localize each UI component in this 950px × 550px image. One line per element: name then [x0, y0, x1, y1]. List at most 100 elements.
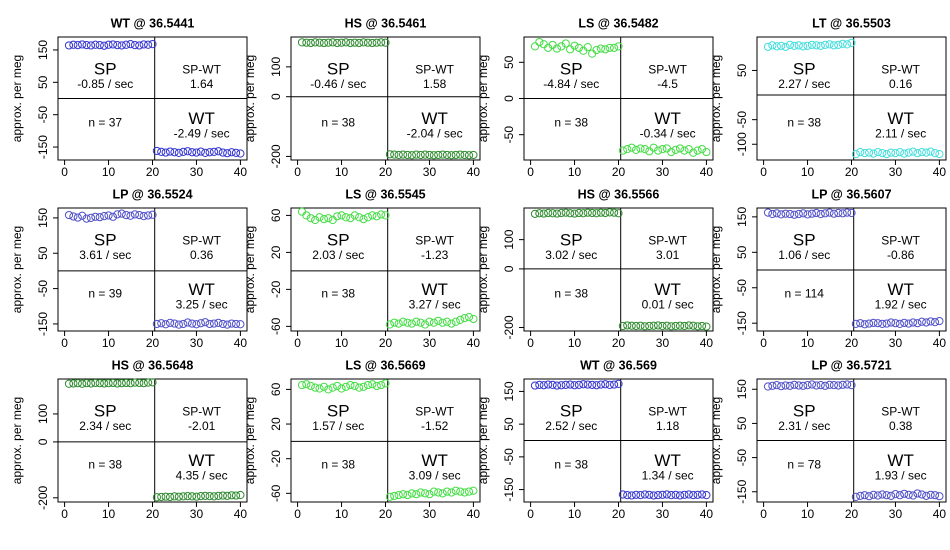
point — [412, 317, 421, 326]
x-tick-label: 20 — [146, 165, 160, 179]
point — [315, 38, 324, 47]
sp-rate: 2.34 / sec — [79, 419, 131, 433]
point — [359, 214, 368, 224]
diff-value: 0.36 — [190, 248, 214, 262]
point — [803, 381, 812, 390]
point — [302, 211, 311, 220]
point — [864, 148, 874, 157]
wt-label: WT — [887, 280, 913, 299]
y-tick-label: -60 — [269, 484, 283, 502]
point — [100, 379, 109, 388]
point — [227, 319, 236, 328]
point — [561, 208, 570, 217]
wt-rate: 3.09 / sec — [409, 468, 461, 482]
point — [302, 380, 311, 389]
point — [689, 321, 698, 330]
point — [592, 209, 601, 218]
point — [434, 488, 443, 497]
diff-value: -1.52 — [421, 419, 449, 433]
point — [403, 318, 412, 327]
point — [610, 380, 619, 389]
point — [873, 491, 882, 500]
point — [689, 148, 698, 157]
point — [381, 211, 390, 220]
wt-rate: 1.92 / sec — [875, 297, 927, 311]
point — [372, 38, 381, 47]
x-tick-label: 0 — [61, 336, 68, 350]
point — [69, 40, 78, 49]
sp-label: SP — [94, 402, 117, 421]
point — [847, 208, 856, 218]
diff-label: SP-WT — [415, 404, 454, 418]
point — [434, 150, 443, 160]
y-tick-label: -60 — [269, 317, 283, 335]
point — [434, 316, 443, 325]
point — [900, 489, 909, 498]
point — [653, 146, 663, 155]
point — [368, 380, 377, 389]
point — [777, 210, 786, 219]
sp-label: SP — [327, 231, 350, 250]
panel-title: LT @ 36.5503 — [812, 16, 891, 30]
point — [860, 320, 869, 329]
y-axis-label: approx. per meg — [243, 55, 257, 142]
point — [95, 40, 104, 50]
y-axis-label: approx. per meg — [243, 226, 257, 313]
y-tick-label: -200 — [502, 315, 516, 339]
y-tick-label: -50 — [502, 126, 516, 144]
point — [377, 380, 386, 390]
point — [451, 317, 460, 326]
y-tick-label: -20 — [269, 450, 283, 468]
point — [596, 380, 606, 389]
point — [697, 145, 707, 154]
point — [183, 318, 192, 327]
point — [231, 319, 241, 329]
point — [671, 145, 680, 154]
point — [557, 42, 566, 51]
y-tick-label: -150 — [502, 477, 516, 501]
point — [935, 316, 944, 326]
point — [337, 384, 346, 393]
point — [610, 43, 619, 52]
point — [882, 491, 891, 500]
point — [170, 148, 179, 157]
y-axis-label: approx. per meg — [10, 397, 24, 484]
point — [64, 41, 74, 50]
point — [157, 319, 166, 328]
x-tick-label: 20 — [379, 165, 393, 179]
point — [174, 148, 183, 157]
point — [548, 209, 557, 218]
point — [834, 381, 843, 390]
point — [926, 490, 935, 499]
point — [935, 149, 944, 159]
point — [218, 491, 227, 500]
point — [544, 43, 553, 52]
point — [350, 211, 359, 220]
point — [552, 381, 562, 390]
diff-label: SP-WT — [881, 233, 920, 247]
point — [100, 41, 109, 50]
point — [930, 491, 940, 500]
point — [78, 379, 87, 388]
point — [139, 379, 148, 388]
y-tick-label: -50 — [36, 280, 50, 298]
diff-label: SP-WT — [648, 404, 687, 418]
x-tick-label: 30 — [889, 336, 903, 350]
point — [935, 492, 944, 501]
point — [104, 40, 113, 49]
x-tick-label: 20 — [612, 165, 626, 179]
point — [653, 321, 663, 330]
diff-value: 1.58 — [423, 77, 447, 91]
point — [346, 380, 355, 390]
point — [297, 380, 307, 390]
point — [557, 381, 566, 390]
point — [95, 213, 104, 222]
y-axis-label: approx. per meg — [476, 226, 490, 313]
x-tick-label: 30 — [190, 507, 204, 521]
point — [583, 43, 592, 52]
x-tick-label: 0 — [760, 507, 767, 521]
point — [447, 319, 456, 328]
y-tick-label: 50 — [735, 416, 749, 430]
point — [671, 321, 680, 331]
point — [355, 383, 364, 392]
